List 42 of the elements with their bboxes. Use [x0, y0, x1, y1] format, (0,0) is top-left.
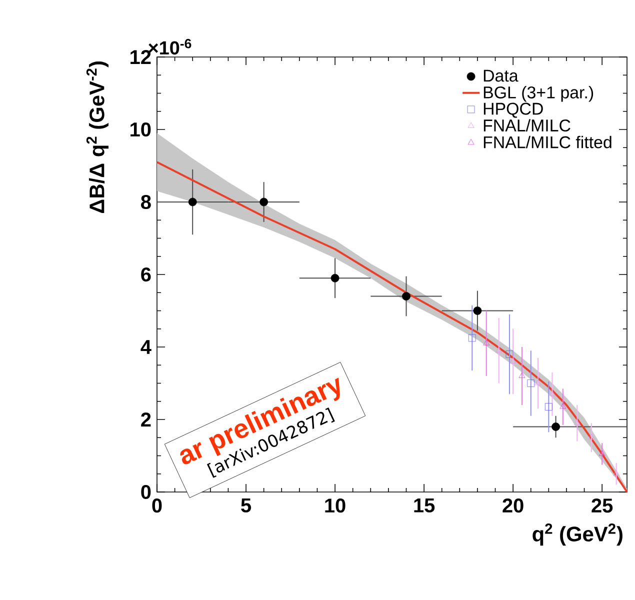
- point: [544, 403, 552, 411]
- point: [560, 403, 566, 409]
- point: [506, 350, 514, 358]
- point: [598, 450, 606, 456]
- point: [483, 340, 490, 346]
- point: [510, 358, 516, 364]
- y-axis-title: ΔB/Δ q$^{2}$ (GeV$^{-2}$): [86, 62, 108, 214]
- point: [534, 380, 542, 386]
- y-tick-label: 6: [141, 267, 151, 282]
- point: [188, 198, 197, 206]
- point: [549, 390, 556, 396]
- point: [588, 434, 595, 440]
- x-tick-label: 25: [592, 498, 613, 513]
- point: [330, 274, 340, 282]
- point: [473, 306, 482, 315]
- point: [402, 292, 410, 300]
- y-tick-label: 4: [140, 340, 152, 354]
- x-tick-label: 5: [241, 498, 252, 512]
- x-tick-label: 0: [152, 498, 162, 513]
- x-tick-label: 10: [325, 498, 346, 513]
- text: ×10$^{-6}$: [148, 38, 192, 55]
- point: [260, 198, 268, 206]
- y-tick-label: 12: [130, 50, 151, 64]
- x-tick-label: 15: [414, 498, 435, 512]
- y-tick-label: 2: [141, 412, 151, 426]
- x-axis-title: q$^{2}$ (GeV$^{2}$): [532, 524, 622, 546]
- y-tick-label: 10: [130, 122, 151, 137]
- legend-label: FNAL/MILC: [484, 119, 570, 132]
- point: [496, 346, 502, 353]
- point: [527, 380, 535, 387]
- legend-label: BGL (3+1 par.): [484, 86, 594, 102]
- legend-label: HPQCD: [484, 102, 543, 118]
- legend-label: FNAL/MILC fitted: [484, 136, 612, 148]
- point: [518, 372, 526, 378]
- point: [613, 470, 620, 476]
- legend-label: Data: [484, 70, 518, 82]
- x-tick-label: 20: [502, 498, 524, 513]
- point: [468, 334, 476, 342]
- y-tick-label: 8: [141, 194, 151, 210]
- point: [552, 422, 560, 431]
- point: [574, 419, 580, 426]
- y-tick-label: 0: [141, 484, 151, 500]
